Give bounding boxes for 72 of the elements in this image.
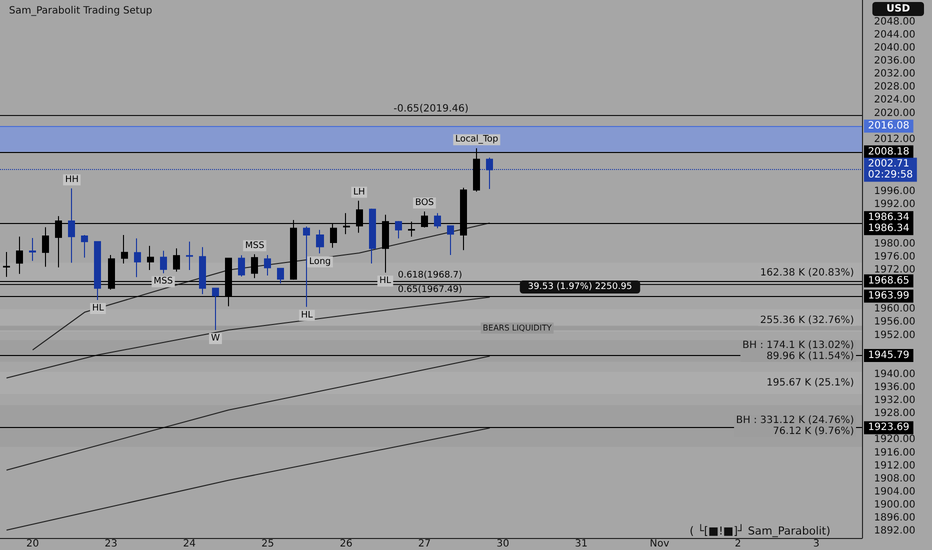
annotation: HL [301,310,313,320]
ref-line-label: 1945.79 [868,350,910,362]
x-tick-label: 3 [813,538,820,550]
y-tick-label: 2012.00 [874,134,916,145]
x-tick-label: 30 [496,538,510,550]
annotation: W [211,334,220,344]
annotation: 0.65(1967.49) [398,285,462,296]
y-tick-label: 1912.00 [874,460,916,472]
y-tick-label: 1996.00 [874,186,916,198]
text: Sam_Parabolit Trading Setup [9,6,152,16]
y-tick-label: 1960.00 [874,304,916,315]
y-tick-label: 1956.00 [874,316,916,328]
y-tick-label: 2036.00 [874,56,916,67]
y-axis-title: USD [886,4,910,14]
y-tick-label: 1980.00 [874,238,916,250]
ref-line-label: -0.65(2019.46) [393,104,469,115]
y-tick-label: 1940.00 [874,368,916,380]
annotation: Long [309,256,331,267]
y-tick-label: 1896.00 [874,512,916,524]
x-tick-label: Nov [650,538,670,550]
ref-line-label: 2008.18 [868,146,910,158]
band-label: 255.36 K (32.76%) [760,314,854,326]
y-tick-label: 1976.00 [874,251,916,262]
x-tick-label: 2 [734,538,742,550]
band-label: 162.38 K (20.83%) [760,268,854,279]
band-label: BH : 174.1 K (13.02%) 89.96 K (11.54%) [742,340,854,362]
x-tick-label: 31 [574,538,588,550]
y-tick-label: 2020.00 [874,108,916,119]
ref-line-label: 2002.71 02:29:58 [868,158,913,181]
ref-line-label: 1963.99 [868,290,910,302]
band-label: 195.67 K (25.1%) [766,377,854,388]
band-label: BEARS LIQUIDITY [482,324,552,333]
y-tick-label: 1932.00 [874,395,916,406]
annotation: 39.53 (1.97%) 2250.95 [528,282,632,292]
y-tick-label: 1892.00 [874,526,916,537]
x-tick-label: 27 [418,538,431,550]
ref-line-label: 2016.08 [868,120,910,132]
y-tick-label: 2024.00 [874,94,916,106]
y-tick-label: 1904.00 [874,486,916,498]
annotation: Local_Top [455,134,499,145]
y-tick-label: 1908.00 [874,473,916,484]
x-tick-label: 24 [183,538,196,550]
y-tick-label: 2048.00 [874,16,916,28]
annotation: 0.618(1968.7) [398,270,462,280]
y-tick-label: 1928.00 [874,408,916,420]
y-tick-label: 1936.00 [874,382,916,394]
x-tick-label: 23 [104,538,118,550]
annotation: MSS [245,240,265,251]
band-label: BH : 331.12 K (24.76%) 76.12 K (9.76%) [736,415,854,438]
annotation: MSS [154,276,174,287]
ref-line-label: 1923.69 [868,422,910,434]
ref-line-label: 1968.65 [868,275,910,286]
y-tick-label: 1952.00 [874,330,916,341]
y-tick-label: 1992.00 [874,199,916,210]
y-tick-label: 2032.00 [874,68,916,80]
annotation: HL [92,304,104,314]
ref-line-label: 1986.34 1986.34 [868,212,910,234]
annotation: HH [65,174,79,185]
x-tick-label: 26 [340,538,352,550]
annotation: ( └[■!■]┘ Sam_Parabolit) [690,524,830,538]
y-tick-label: 2044.00 [874,29,916,40]
x-tick-label: 25 [261,538,274,550]
annotation: HL [379,276,392,286]
y-tick-label: 1920.00 [874,434,916,446]
x-tick-label: 20 [26,538,40,550]
y-tick-label: 1972.00 [874,264,916,276]
annotation: LH [353,187,366,198]
y-tick-label: 2028.00 [874,82,916,93]
y-tick-label: 2040.00 [874,42,916,54]
y-tick-label: 1916.00 [874,447,916,458]
annotation: BOS [415,198,434,208]
y-tick-label: 1900.00 [874,500,916,511]
